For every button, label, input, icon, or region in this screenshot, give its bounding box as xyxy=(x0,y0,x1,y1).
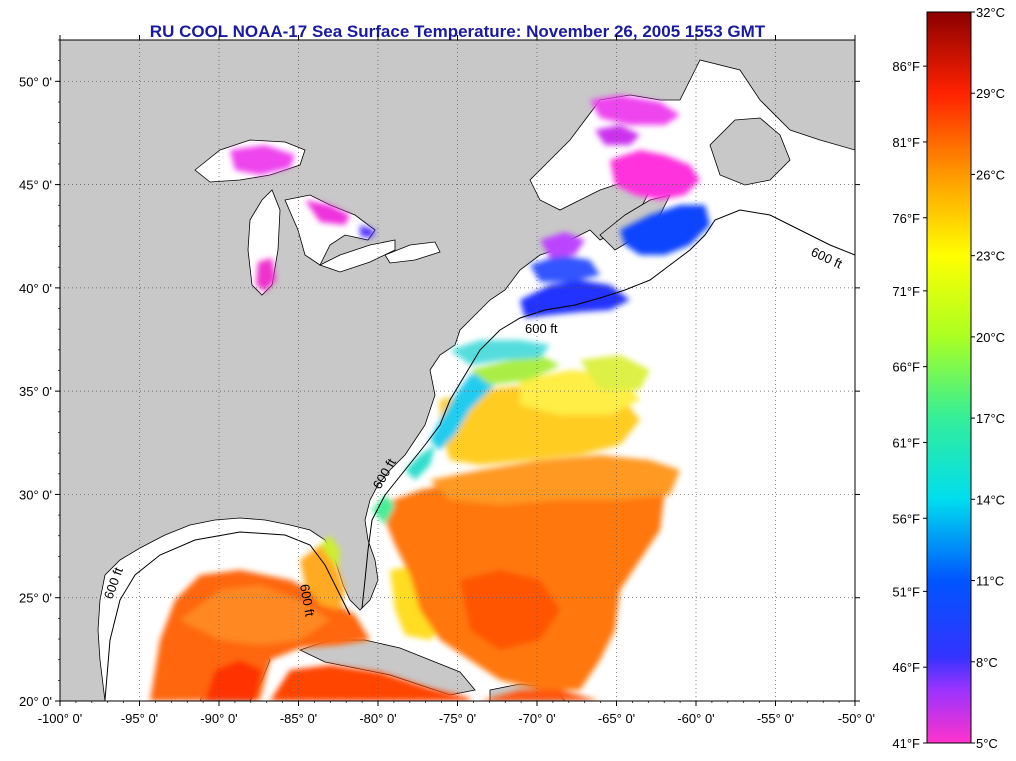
colorbar-ticks xyxy=(923,11,975,744)
celsius-label: 5°C xyxy=(976,736,998,751)
fahrenheit-label: 71°F xyxy=(892,284,920,299)
celsius-label: 20°C xyxy=(976,330,1005,345)
lon-label: -60° 0' xyxy=(677,711,714,726)
sst-data-layer xyxy=(150,95,710,701)
contour-label-maine: 600 ft xyxy=(525,321,558,336)
contour-600ft xyxy=(104,209,855,701)
lon-label: -95° 0' xyxy=(121,711,158,726)
colorbar xyxy=(926,11,972,744)
celsius-label: 26°C xyxy=(976,167,1005,182)
celsius-label: 32°C xyxy=(976,5,1005,20)
celsius-label: 23°C xyxy=(976,249,1005,264)
axis-ticks xyxy=(55,35,860,706)
contour-label-florida: 600 ft xyxy=(297,583,317,618)
fahrenheit-label: 81°F xyxy=(892,135,920,150)
lon-label: -70° 0' xyxy=(518,711,555,726)
celsius-label: 14°C xyxy=(976,492,1005,507)
celsius-label: 11°C xyxy=(976,574,1004,589)
celsius-label: 8°C xyxy=(976,655,998,670)
lon-label: -85° 0' xyxy=(280,711,317,726)
fahrenheit-label: 76°F xyxy=(892,211,920,226)
map-gridlines xyxy=(60,40,855,701)
map-title: RU COOL NOAA-17 Sea Surface Temperature:… xyxy=(149,22,766,41)
lon-label: -50° 0' xyxy=(838,711,875,726)
lon-label: -65° 0' xyxy=(598,711,635,726)
lon-label: -100° 0' xyxy=(38,711,83,726)
lat-label: 35° 0' xyxy=(19,384,52,399)
fahrenheit-label: 61°F xyxy=(892,435,920,450)
colorbar-fahrenheit-labels: 86°F 81°F 76°F 71°F 66°F 61°F 56°F 51°F 46°F 41°F xyxy=(892,59,920,751)
lon-label: -80° 0' xyxy=(359,711,396,726)
fahrenheit-label: 41°F xyxy=(892,736,920,751)
fahrenheit-label: 46°F xyxy=(892,660,920,675)
celsius-label: 17°C xyxy=(976,411,1005,426)
lat-label: 25° 0' xyxy=(19,591,52,606)
lon-label: -90° 0' xyxy=(200,711,237,726)
lon-label: -75° 0' xyxy=(439,711,476,726)
latitude-labels: 20° 0' 25° 0' 30° 0' 35° 0' 40° 0' 45° 0' 50° … xyxy=(19,74,52,709)
fahrenheit-label: 51°F xyxy=(892,584,920,599)
lat-label: 50° 0' xyxy=(19,74,52,89)
celsius-label: 29°C xyxy=(976,86,1005,101)
lat-label: 20° 0' xyxy=(19,694,52,709)
fahrenheit-label: 86°F xyxy=(892,59,920,74)
land-newfoundland xyxy=(709,117,791,186)
colorbar-celsius-labels: 32°C 29°C 26°C 23°C 20°C 17°C 14°C 11°C 8°C 5°C xyxy=(976,5,1005,751)
fahrenheit-label: 56°F xyxy=(892,511,920,526)
fahrenheit-label: 66°F xyxy=(892,360,920,375)
longitude-labels: -100° 0' -95° 0' -90° 0' -85° 0' -80° 0' -75°… xyxy=(38,711,875,726)
lon-label: -55° 0' xyxy=(757,711,794,726)
lat-label: 30° 0' xyxy=(19,487,52,502)
lat-label: 45° 0' xyxy=(19,178,52,193)
lat-label: 40° 0' xyxy=(19,281,52,296)
